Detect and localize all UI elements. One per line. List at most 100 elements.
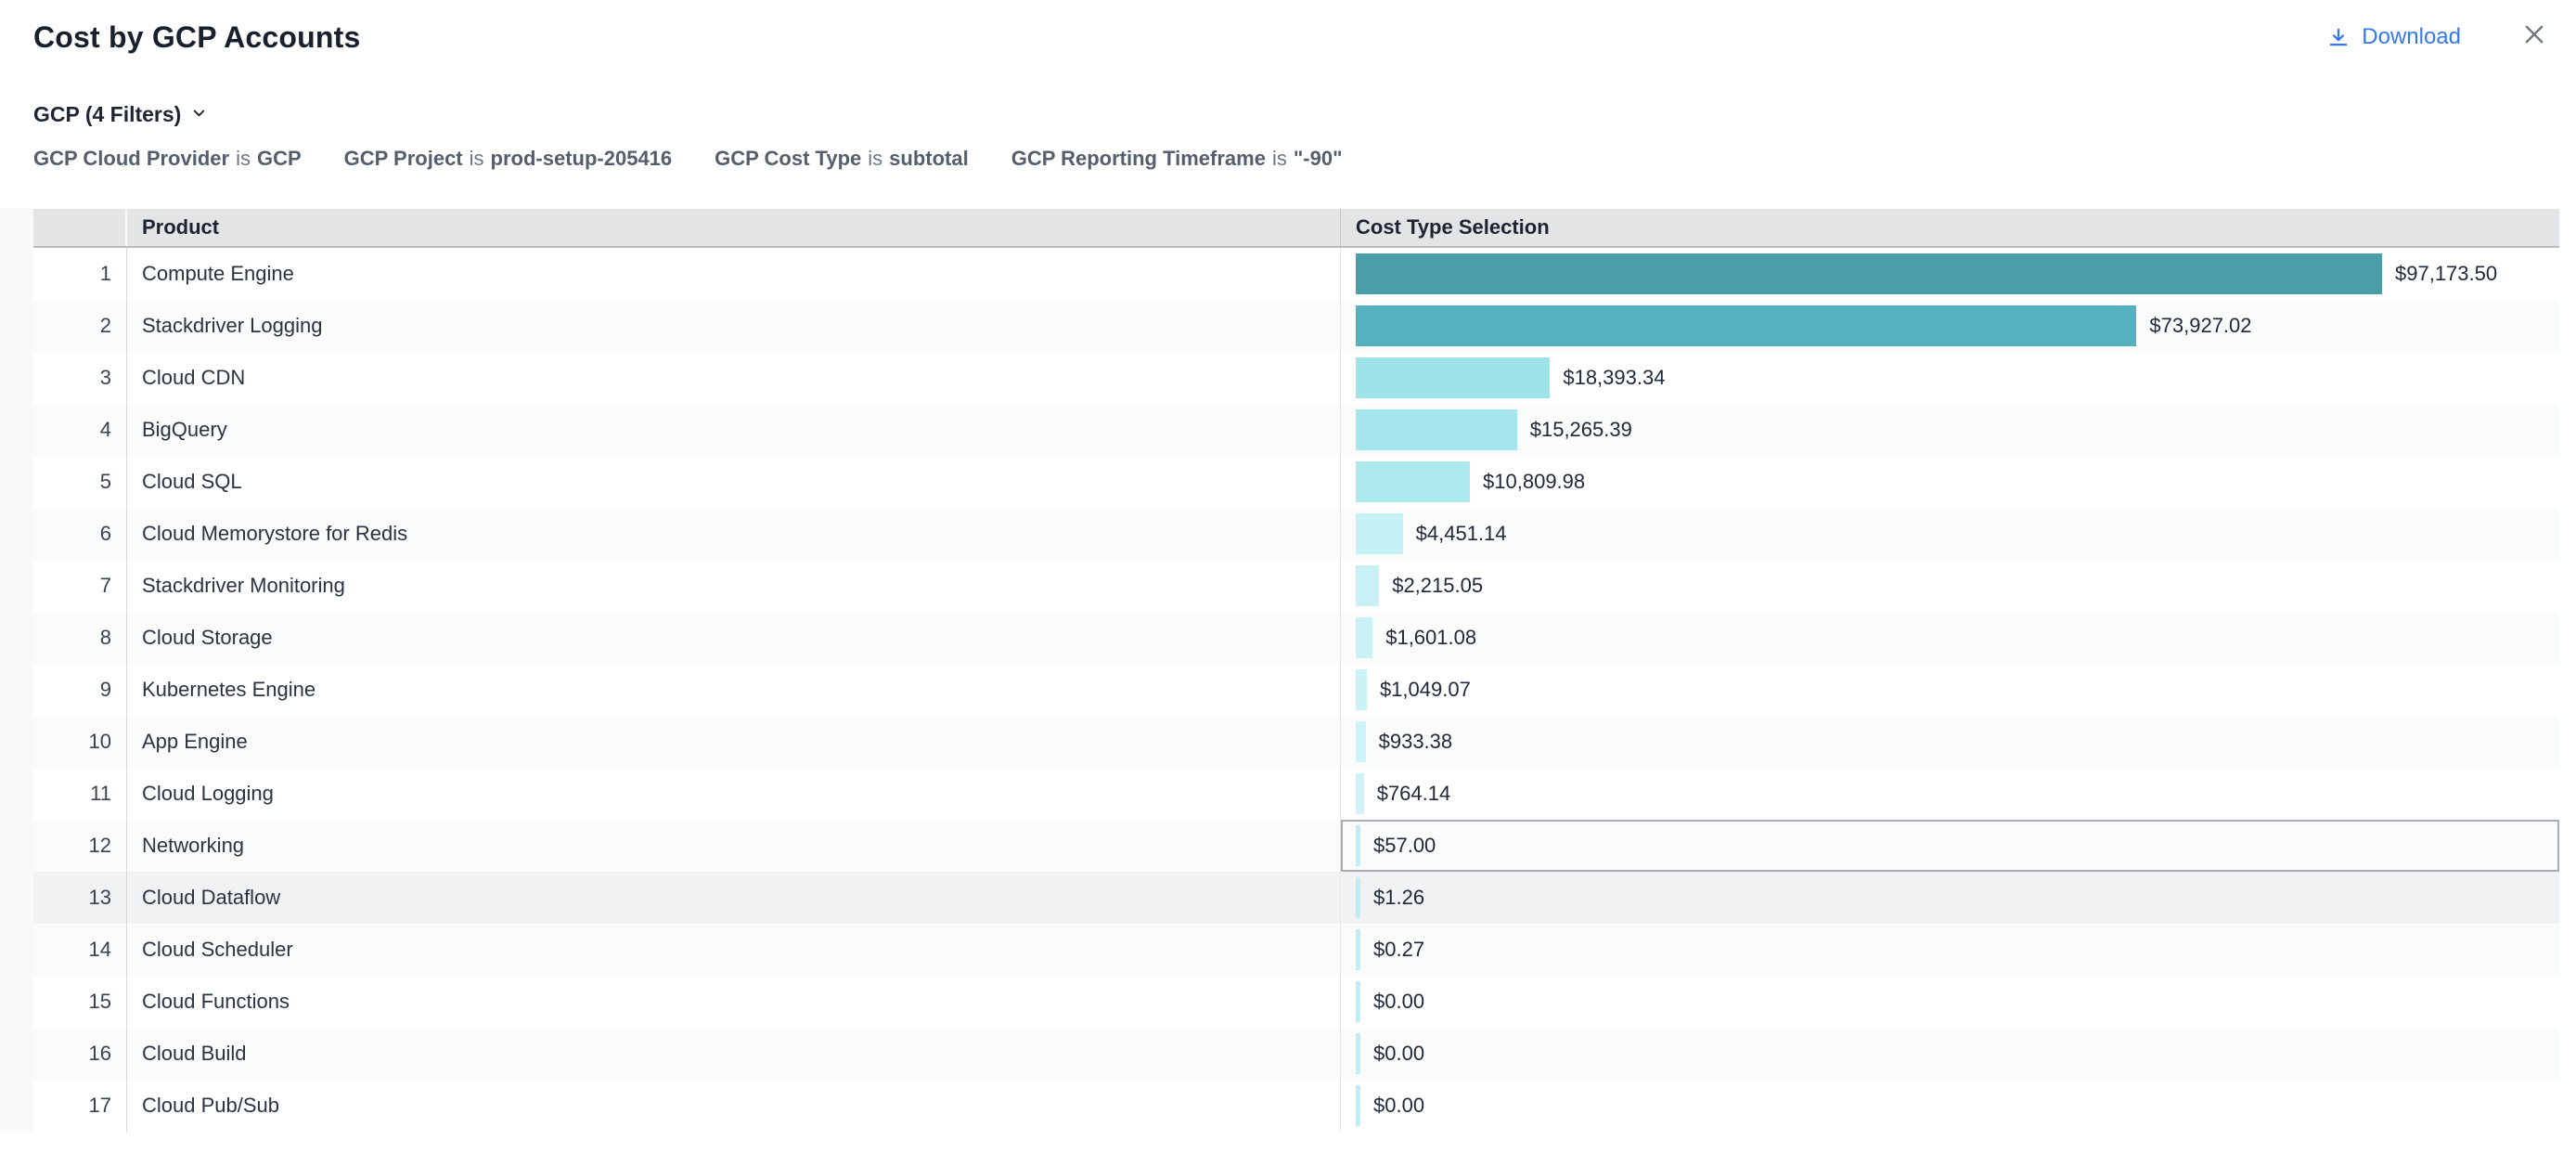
table-header: Product Cost Type Selection bbox=[33, 209, 2559, 248]
cost-cell[interactable]: $18,393.34 bbox=[1341, 352, 2559, 404]
download-icon bbox=[2326, 25, 2351, 49]
cost-cell[interactable]: $1.26 bbox=[1341, 872, 2559, 924]
product-cell[interactable]: Cloud SQL bbox=[127, 456, 1341, 508]
cost-cell[interactable]: $97,173.50 bbox=[1341, 248, 2559, 300]
cost-cell[interactable]: $0.00 bbox=[1341, 1028, 2559, 1080]
cost-value: $10,809.98 bbox=[1483, 470, 1586, 493]
cost-value: $18,393.34 bbox=[1563, 366, 1666, 389]
table-row: 15 Cloud Functions $0.00 bbox=[33, 976, 2559, 1028]
product-cell[interactable]: Cloud Storage bbox=[127, 612, 1341, 664]
cost-bar bbox=[1356, 877, 1360, 918]
row-number-cell: 4 bbox=[33, 404, 127, 456]
cost-cell[interactable]: $1,049.07 bbox=[1341, 664, 2559, 716]
row-number-cell: 16 bbox=[33, 1028, 127, 1080]
cost-value: $1.26 bbox=[1373, 886, 1425, 909]
filters-toggle[interactable]: GCP (4 Filters) bbox=[33, 102, 208, 127]
product-cell[interactable]: Cloud Logging bbox=[127, 768, 1341, 820]
chevron-down-icon bbox=[190, 102, 208, 127]
cost-value: $57.00 bbox=[1373, 834, 1436, 857]
product-cell[interactable]: BigQuery bbox=[127, 404, 1341, 456]
cost-cell[interactable]: $10,809.98 bbox=[1341, 456, 2559, 508]
table-row: 7 Stackdriver Monitoring $2,215.05 bbox=[33, 560, 2559, 612]
row-number-cell: 14 bbox=[33, 924, 127, 976]
table-row: 2 Stackdriver Logging $73,927.02 bbox=[33, 300, 2559, 352]
column-header-product[interactable]: Product bbox=[127, 209, 1341, 246]
filter-name: GCP Cloud Provider bbox=[33, 147, 230, 170]
cost-bar bbox=[1356, 773, 1364, 814]
product-cell[interactable]: Stackdriver Logging bbox=[127, 300, 1341, 352]
cost-value: $0.00 bbox=[1373, 1094, 1425, 1117]
filters-toggle-label: GCP (4 Filters) bbox=[33, 102, 182, 126]
cost-value: $1,601.08 bbox=[1385, 626, 1477, 649]
cost-cell[interactable]: $2,215.05 bbox=[1341, 560, 2559, 612]
product-cell[interactable]: Networking bbox=[127, 820, 1341, 872]
cost-bar bbox=[1356, 409, 1517, 450]
column-header-cost-type-selection[interactable]: Cost Type Selection bbox=[1356, 215, 1550, 239]
filter-operator: is bbox=[236, 147, 251, 170]
cost-value: $764.14 bbox=[1376, 782, 1451, 805]
cost-cell[interactable]: $764.14 bbox=[1341, 768, 2559, 820]
product-cell[interactable]: Cloud Functions bbox=[127, 976, 1341, 1028]
row-number-cell: 9 bbox=[33, 664, 127, 716]
product-cell[interactable]: Cloud Build bbox=[127, 1028, 1341, 1080]
cost-value: $0.00 bbox=[1373, 990, 1425, 1013]
cost-bar bbox=[1356, 669, 1367, 710]
row-number-cell: 11 bbox=[33, 768, 127, 820]
table-row: 9 Kubernetes Engine $1,049.07 bbox=[33, 664, 2559, 716]
table-row: 1 Compute Engine $97,173.50 bbox=[33, 248, 2559, 300]
column-header-row-number bbox=[33, 209, 127, 246]
download-label: Download bbox=[2362, 23, 2461, 49]
filter-operator: is bbox=[868, 147, 883, 170]
cost-value: $15,265.39 bbox=[1529, 418, 1632, 441]
cost-value: $0.00 bbox=[1373, 1042, 1425, 1065]
table-row: 10 App Engine $933.38 bbox=[33, 716, 2559, 768]
table-row: 3 Cloud CDN $18,393.34 bbox=[33, 352, 2559, 404]
cost-cell[interactable]: $1,601.08 bbox=[1341, 612, 2559, 664]
cost-cell[interactable]: $0.00 bbox=[1341, 1080, 2559, 1132]
filter-list: GCP Cloud Provider is GCP GCP Project is prod… bbox=[33, 147, 1343, 171]
download-button[interactable]: Download bbox=[2326, 24, 2461, 50]
row-number-cell: 10 bbox=[33, 716, 127, 768]
table-row: 8 Cloud Storage $1,601.08 bbox=[33, 612, 2559, 664]
cost-bar bbox=[1356, 929, 1360, 970]
row-number-cell: 2 bbox=[33, 300, 127, 352]
product-cell[interactable]: Kubernetes Engine bbox=[127, 664, 1341, 716]
table-row: 16 Cloud Build $0.00 bbox=[33, 1028, 2559, 1080]
cost-value: $4,451.14 bbox=[1415, 522, 1507, 545]
product-cell[interactable]: Cloud Scheduler bbox=[127, 924, 1341, 976]
cost-cell[interactable]: $0.27 bbox=[1341, 924, 2559, 976]
row-number-cell: 5 bbox=[33, 456, 127, 508]
cost-bar bbox=[1356, 1033, 1360, 1074]
filter-item[interactable]: GCP Reporting Timeframe is "-90" bbox=[1011, 147, 1343, 171]
cost-cell[interactable]: $933.38 bbox=[1341, 716, 2559, 768]
cost-cell[interactable]: $57.00 bbox=[1341, 820, 2559, 872]
cost-value: $73,927.02 bbox=[2149, 314, 2252, 337]
close-button[interactable] bbox=[2520, 20, 2548, 53]
product-cell[interactable]: Compute Engine bbox=[127, 248, 1341, 300]
product-cell[interactable]: Cloud Memorystore for Redis bbox=[127, 508, 1341, 560]
product-cell[interactable]: Stackdriver Monitoring bbox=[127, 560, 1341, 612]
cost-cell[interactable]: $15,265.39 bbox=[1341, 404, 2559, 456]
cost-table: Product Cost Type Selection 1 Compute Eng… bbox=[33, 209, 2559, 1132]
filter-name: GCP Reporting Timeframe bbox=[1011, 147, 1266, 170]
product-cell[interactable]: Cloud Pub/Sub bbox=[127, 1080, 1341, 1132]
row-number-cell: 12 bbox=[33, 820, 127, 872]
cost-value: $2,215.05 bbox=[1392, 574, 1484, 597]
cost-bar bbox=[1356, 461, 1471, 502]
cost-cell[interactable]: $0.00 bbox=[1341, 976, 2559, 1028]
cost-cell[interactable]: $73,927.02 bbox=[1341, 300, 2559, 352]
product-cell[interactable]: App Engine bbox=[127, 716, 1341, 768]
table-row: 11 Cloud Logging $764.14 bbox=[33, 768, 2559, 820]
cost-bar bbox=[1356, 825, 1360, 866]
cost-bar bbox=[1356, 253, 2382, 294]
product-cell[interactable]: Cloud Dataflow bbox=[127, 872, 1341, 924]
row-number-cell: 8 bbox=[33, 612, 127, 664]
product-cell[interactable]: Cloud CDN bbox=[127, 352, 1341, 404]
cost-cell[interactable]: $4,451.14 bbox=[1341, 508, 2559, 560]
filter-name: GCP Cost Type bbox=[715, 147, 862, 170]
filter-item[interactable]: GCP Project is prod-setup-205416 bbox=[344, 147, 673, 171]
cost-bar bbox=[1356, 305, 2137, 346]
filter-name: GCP Project bbox=[343, 147, 463, 170]
filter-item[interactable]: GCP Cost Type is subtotal bbox=[715, 147, 969, 171]
filter-item[interactable]: GCP Cloud Provider is GCP bbox=[33, 147, 302, 171]
